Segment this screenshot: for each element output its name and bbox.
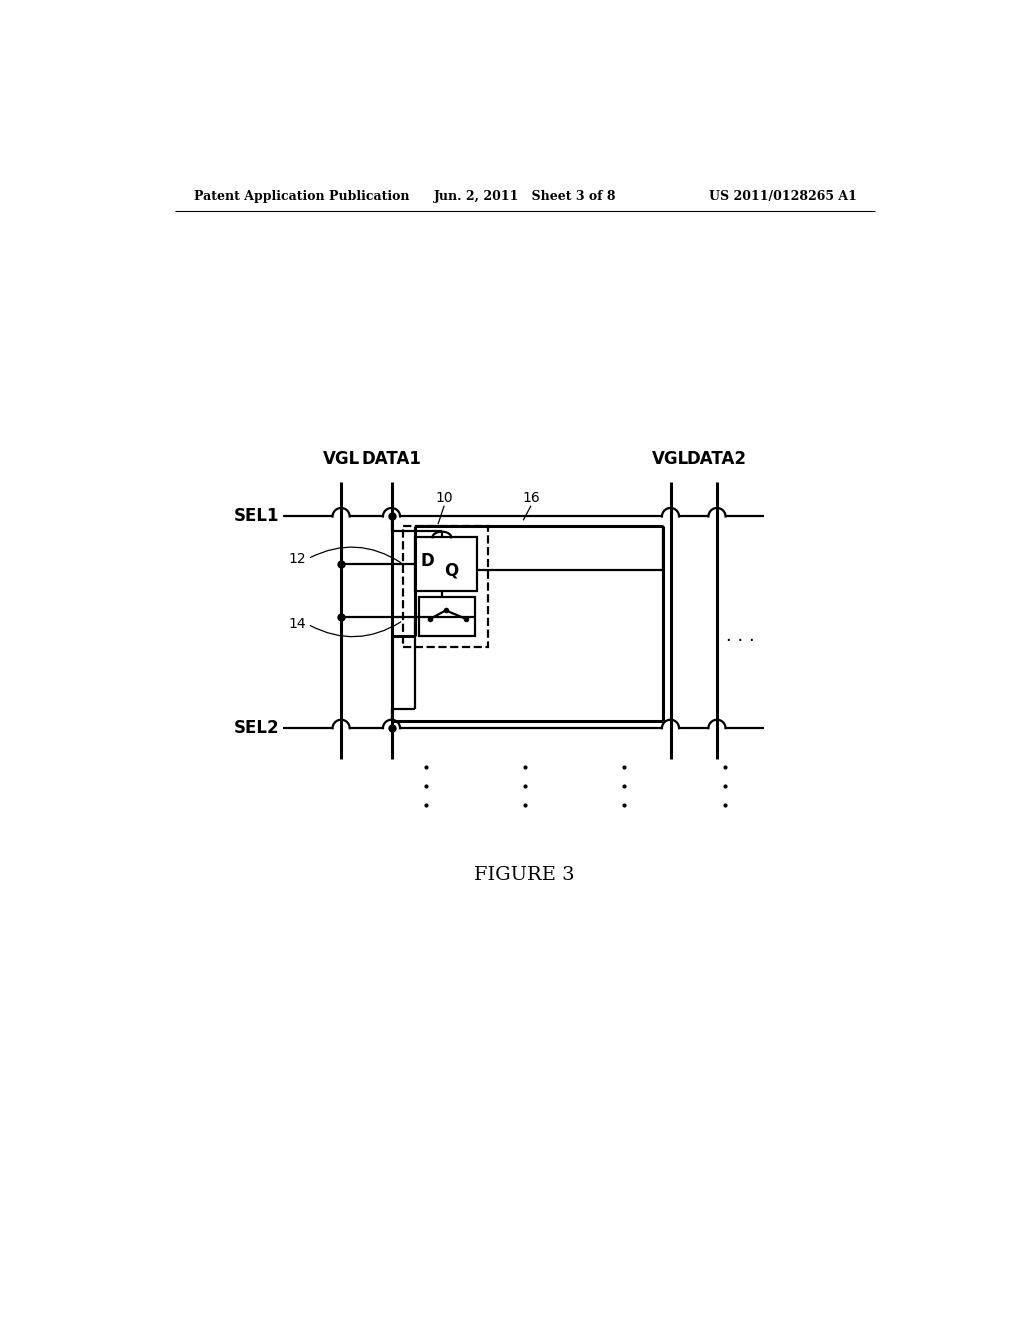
- Text: . . .: . . .: [726, 627, 755, 644]
- Text: SEL2: SEL2: [233, 719, 280, 737]
- Text: US 2011/0128265 A1: US 2011/0128265 A1: [709, 190, 856, 203]
- Text: Jun. 2, 2011   Sheet 3 of 8: Jun. 2, 2011 Sheet 3 of 8: [433, 190, 616, 203]
- Text: Q: Q: [444, 561, 459, 579]
- Text: 14: 14: [289, 618, 306, 631]
- Text: DATA1: DATA1: [361, 450, 422, 469]
- Text: VGL: VGL: [323, 450, 359, 469]
- Text: FIGURE 3: FIGURE 3: [474, 866, 575, 883]
- Text: 10: 10: [435, 491, 453, 506]
- Text: 16: 16: [522, 491, 540, 506]
- Text: VGL: VGL: [652, 450, 689, 469]
- Bar: [403, 525, 488, 647]
- FancyArrowPatch shape: [310, 546, 400, 562]
- Text: Patent Application Publication: Patent Application Publication: [194, 190, 410, 203]
- FancyArrowPatch shape: [310, 622, 400, 636]
- Text: 12: 12: [289, 552, 306, 566]
- Bar: [420, 598, 475, 636]
- Text: D: D: [421, 552, 435, 570]
- Text: DATA2: DATA2: [687, 450, 746, 469]
- Text: SEL1: SEL1: [233, 507, 280, 525]
- Bar: [415, 537, 477, 591]
